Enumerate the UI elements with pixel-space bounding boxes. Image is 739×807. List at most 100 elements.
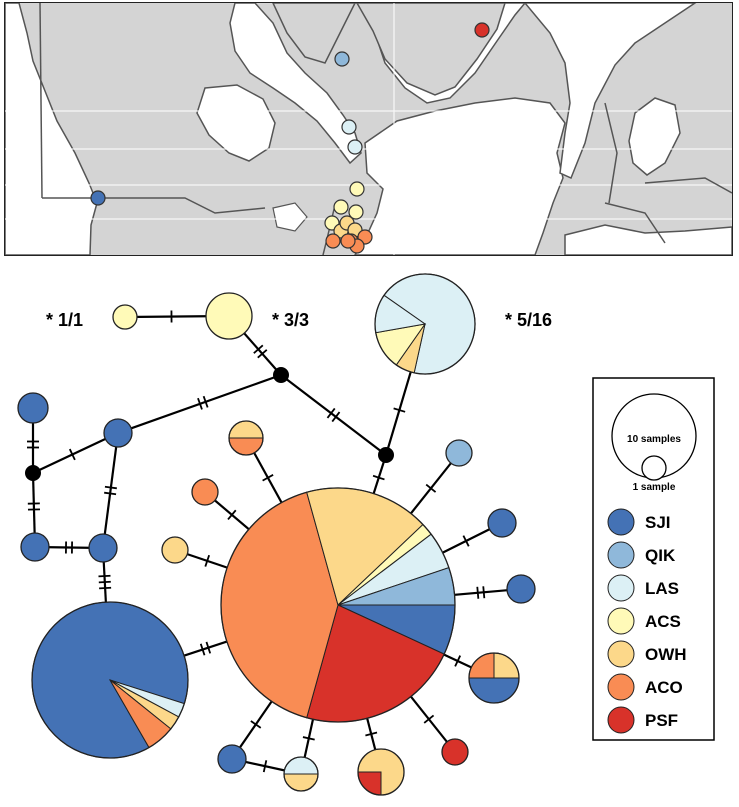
haplotype-h-las-owh xyxy=(283,756,319,792)
mutation-tick xyxy=(262,474,274,482)
annotation-5-of-16: * 5/16 xyxy=(505,310,552,330)
mutation-tick xyxy=(227,509,237,520)
baffin-bay-water xyxy=(229,3,362,165)
mutation-tick xyxy=(331,411,341,423)
mutation-tick xyxy=(253,344,264,354)
legend-swatch-aco xyxy=(607,673,635,701)
slice-owh xyxy=(228,420,264,439)
slice-aco xyxy=(191,478,219,506)
map-site-aco xyxy=(325,233,341,249)
median-vectors xyxy=(25,367,394,481)
mutation-tick xyxy=(104,485,117,490)
median-vector-node xyxy=(25,465,41,481)
haplotype-h-mix-4 xyxy=(468,652,520,704)
haplotype-h-sji-b xyxy=(103,418,133,448)
atlantic-ocean xyxy=(354,97,566,255)
sampling-sites xyxy=(90,22,490,254)
mutation-tick xyxy=(302,736,315,741)
haplotype-h-qik xyxy=(445,439,473,467)
mutation-tick xyxy=(262,760,268,773)
median-vector-node xyxy=(273,367,289,383)
mutation-tick xyxy=(372,474,385,481)
haplotype-h-sji-e xyxy=(487,508,517,538)
map-site-acs xyxy=(348,204,364,220)
mutation-tick xyxy=(482,586,486,599)
pacific-ocean xyxy=(5,3,98,255)
mutation-tick xyxy=(98,574,111,578)
mutation-tick xyxy=(423,714,435,724)
mutation-tick xyxy=(454,655,462,667)
annotation-3-of-3: * 3/3 xyxy=(272,310,309,330)
legend-entries: SJI QIK LAS ACS OWH ACO PSF xyxy=(607,508,687,734)
greenland-landmass xyxy=(272,3,506,96)
haplotype-h-sji-d xyxy=(88,533,118,563)
country-borders xyxy=(39,3,732,255)
slice-sji xyxy=(217,744,247,774)
slice-sji xyxy=(103,418,133,448)
hudson-bay xyxy=(196,84,276,162)
haplotype-outline xyxy=(374,273,476,375)
great-lakes xyxy=(272,202,308,232)
legend-label-psf: PSF xyxy=(645,711,678,730)
mutation-tick xyxy=(425,483,437,493)
mediterranean-sea xyxy=(564,224,732,255)
map-site-psf xyxy=(474,22,490,38)
slice-sji xyxy=(88,533,118,563)
legend-size-small-circle xyxy=(641,455,667,481)
slice-qik xyxy=(445,439,473,467)
slice-las xyxy=(283,756,319,775)
legend-label-qik: QIK xyxy=(645,546,676,565)
slice-aco xyxy=(228,437,264,456)
slice-owh xyxy=(283,773,319,792)
legend-size-large-label: 10 samples xyxy=(627,434,681,445)
mutation-tick xyxy=(205,641,212,654)
mutation-tick xyxy=(476,586,480,599)
slice-acs xyxy=(205,292,253,340)
map-site-acs xyxy=(349,181,365,197)
legend-swatch-psf xyxy=(607,706,635,734)
slice-owh xyxy=(161,536,189,564)
haplotype-h-aco-owh xyxy=(228,420,264,456)
mutation-ticks xyxy=(27,310,486,773)
haplotype-nodes xyxy=(17,273,536,796)
mutation-tick xyxy=(197,397,203,410)
map-svg xyxy=(5,3,732,255)
haplotype-h-aco-1 xyxy=(191,478,219,506)
slice-psf xyxy=(441,738,469,766)
legend-swatch-acs xyxy=(607,607,635,635)
mutation-tick xyxy=(68,448,76,461)
baltic-sea xyxy=(628,97,681,176)
mutation-tick xyxy=(257,349,268,359)
haplotype-h-main xyxy=(220,487,456,723)
edge-h-sji-b-m2 xyxy=(32,432,119,474)
mutation-tick xyxy=(326,407,336,419)
haplotype-h-sji-big xyxy=(31,601,189,759)
haplotype-outline xyxy=(228,420,264,456)
norwegian-sea xyxy=(524,3,697,180)
haplotype-outline xyxy=(283,756,319,792)
legend-label-las: LAS xyxy=(645,579,679,598)
mutation-tick xyxy=(204,554,211,567)
slice-acs xyxy=(112,304,138,330)
legend-swatch-sji xyxy=(607,508,635,536)
mutation-tick xyxy=(393,407,406,413)
edge-h-sji-b-h-sji-d xyxy=(101,432,120,549)
mutation-tick xyxy=(104,491,117,496)
haplotype-h-las-16 xyxy=(374,273,476,375)
haplotype-h-owh-psf xyxy=(357,748,405,796)
slice-sji xyxy=(487,508,517,538)
haplotype-outline xyxy=(220,487,456,723)
legend-label-aco: ACO xyxy=(645,678,683,697)
legend-label-acs: ACS xyxy=(645,612,681,631)
haplotype-outline xyxy=(468,652,520,704)
map-site-las xyxy=(341,119,357,135)
annotation-1-of-1: * 1/1 xyxy=(46,310,83,330)
haplotype-h-sji-f xyxy=(506,574,536,604)
median-vector-node xyxy=(378,447,394,463)
haplotype-outline xyxy=(31,601,189,759)
haplotype-h-acs-1 xyxy=(112,304,138,330)
haplotype-h-sji-a xyxy=(17,392,49,424)
haplotype-h-sji-g xyxy=(217,744,247,774)
haplotype-h-sji-c xyxy=(20,532,50,562)
edge-m1-m3 xyxy=(280,374,387,456)
